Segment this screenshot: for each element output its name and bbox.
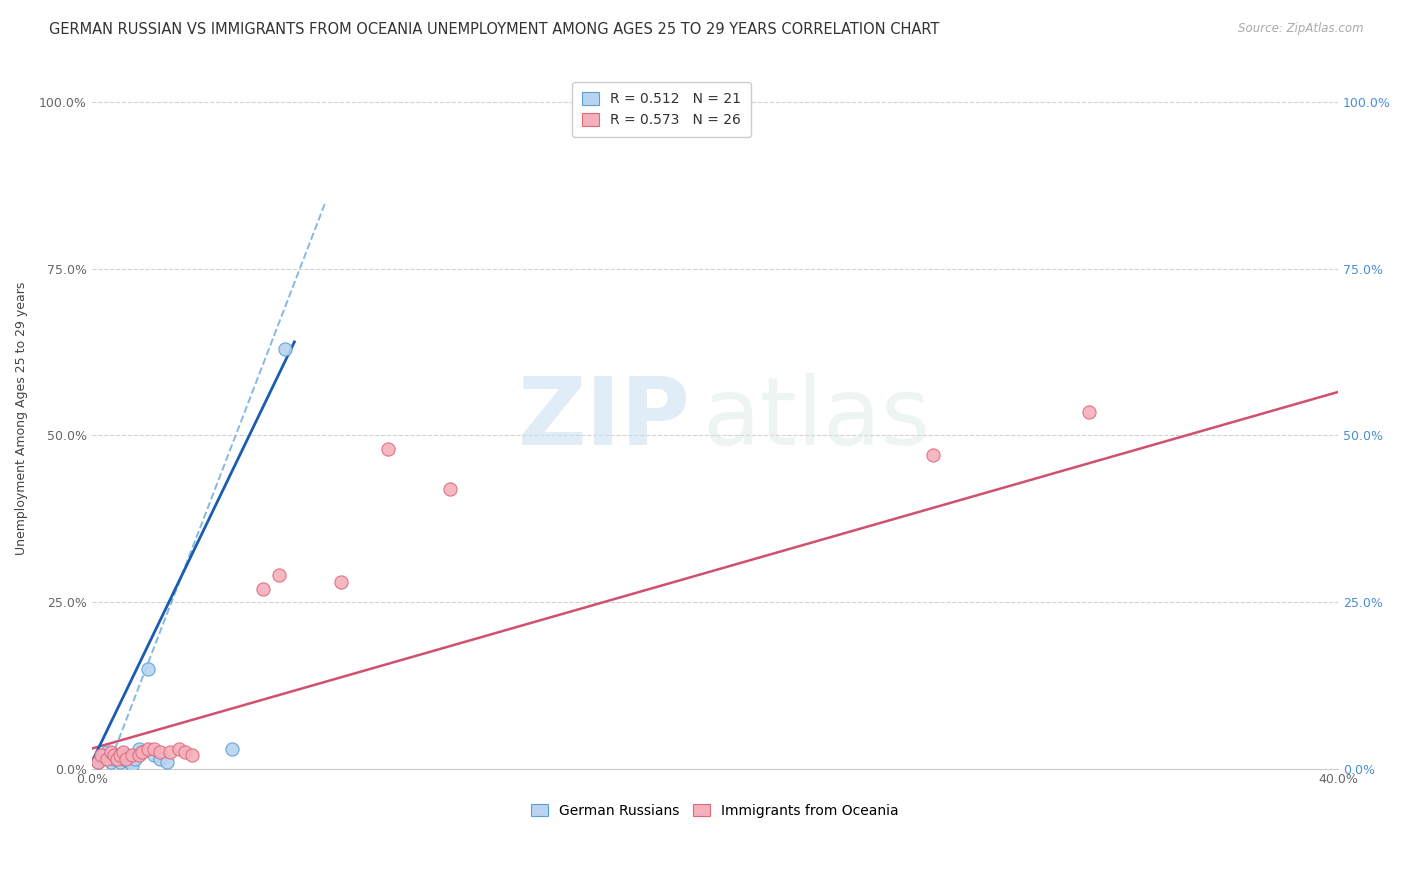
Point: [221, 741, 243, 756]
Point: [100, 745, 122, 759]
Point: [118, 755, 141, 769]
Point: [439, 482, 461, 496]
Point: [1078, 405, 1101, 419]
Point: [103, 748, 125, 763]
Y-axis label: Unemployment Among Ages 25 to 29 years: Unemployment Among Ages 25 to 29 years: [15, 282, 28, 555]
Text: atlas: atlas: [703, 373, 931, 465]
Point: [96, 745, 118, 759]
Point: [111, 751, 134, 765]
Point: [103, 751, 125, 765]
Point: [105, 748, 128, 763]
Point: [108, 755, 131, 769]
Point: [159, 745, 181, 759]
Point: [90, 748, 112, 763]
Point: [111, 745, 134, 759]
Legend: German Russians, Immigrants from Oceania: German Russians, Immigrants from Oceania: [524, 797, 905, 825]
Point: [115, 751, 138, 765]
Point: [131, 745, 153, 759]
Point: [252, 582, 274, 596]
Point: [180, 748, 202, 763]
Point: [174, 745, 197, 759]
Point: [143, 741, 166, 756]
Point: [136, 741, 159, 756]
Point: [100, 755, 122, 769]
Point: [87, 755, 110, 769]
Point: [330, 574, 353, 589]
Point: [167, 741, 190, 756]
Point: [922, 448, 945, 462]
Text: GERMAN RUSSIAN VS IMMIGRANTS FROM OCEANIA UNEMPLOYMENT AMONG AGES 25 TO 29 YEARS: GERMAN RUSSIAN VS IMMIGRANTS FROM OCEANI…: [49, 22, 939, 37]
Point: [93, 748, 115, 763]
Point: [131, 745, 153, 759]
Point: [274, 342, 297, 356]
Point: [108, 748, 131, 763]
Text: ZIP: ZIP: [517, 373, 690, 465]
Point: [136, 662, 159, 676]
Point: [267, 568, 290, 582]
Point: [96, 751, 118, 765]
Point: [124, 751, 146, 765]
Point: [128, 748, 150, 763]
Point: [87, 755, 110, 769]
Point: [143, 748, 166, 763]
Point: [105, 751, 128, 765]
Point: [90, 751, 112, 765]
Point: [121, 748, 143, 763]
Point: [115, 748, 138, 763]
Point: [121, 758, 143, 772]
Point: [128, 741, 150, 756]
Text: Source: ZipAtlas.com: Source: ZipAtlas.com: [1239, 22, 1364, 36]
Point: [156, 755, 179, 769]
Point: [149, 745, 172, 759]
Point: [377, 442, 399, 456]
Point: [149, 751, 172, 765]
